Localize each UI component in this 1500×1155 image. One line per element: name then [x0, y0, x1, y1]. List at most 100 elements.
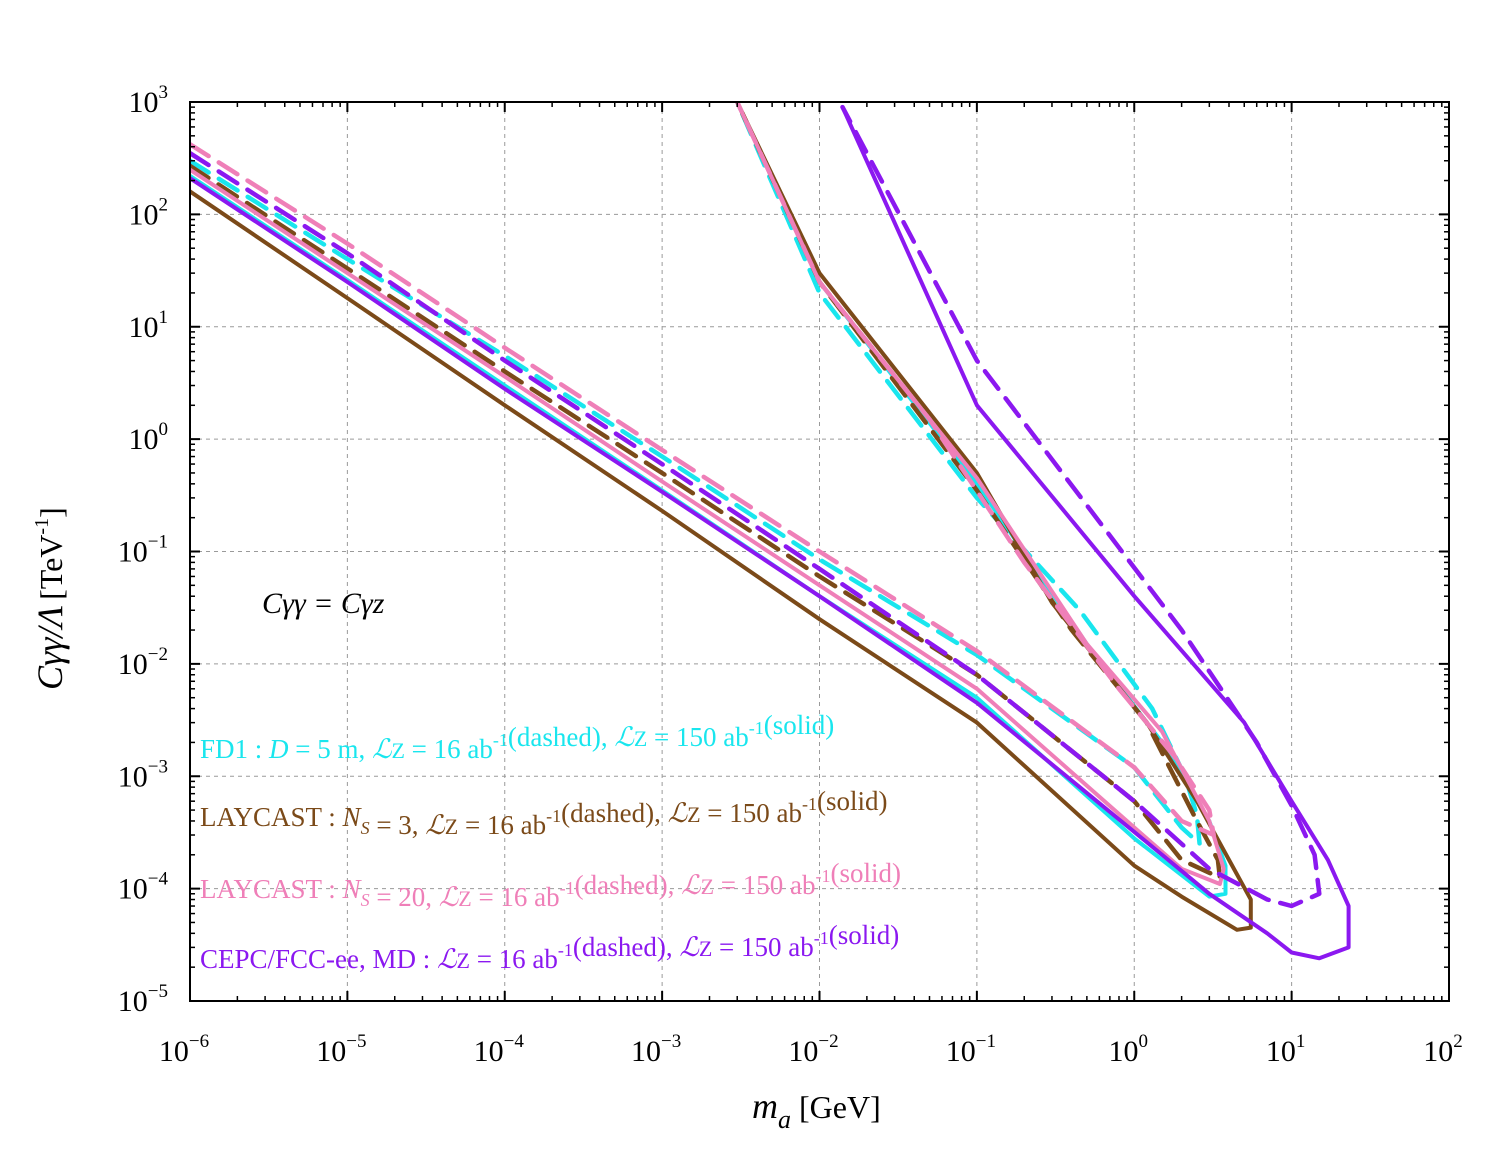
x-tick-base: 10 [1266, 1035, 1296, 1068]
x-tick-exponent: −1 [976, 1031, 996, 1052]
x-tick-exponent: 0 [1139, 1031, 1149, 1052]
legend-text-part: LAYCAST : [200, 802, 343, 832]
y-tick-label: 10−1 [118, 532, 168, 569]
y-tick-label: 102 [129, 194, 169, 231]
legend-text-part: = 20, [370, 882, 439, 912]
legend-text-part: ℒ [437, 944, 457, 974]
legend-text-part: D [268, 734, 289, 764]
y-tick-exponent: 2 [159, 194, 169, 215]
x-axis-subscript: a [778, 1105, 791, 1134]
legend-text-part: Z [699, 936, 712, 961]
y-axis-unit-close: ] [33, 507, 69, 518]
y-tick-label: 100 [129, 419, 169, 456]
legend-entry-0: FD1 : D = 5 m, ℒZ = 16 ab-1(dashed), ℒZ … [200, 710, 834, 764]
legend-text-part: -1 [814, 928, 829, 948]
x-tick-base: 10 [316, 1035, 346, 1068]
legend-text-part: -1 [546, 806, 561, 826]
y-tick-exponent: −5 [148, 981, 168, 1002]
x-tick-label: 100 [1109, 1031, 1149, 1068]
legend-text-part: N [342, 874, 363, 904]
legend-text-part: (solid) [829, 920, 900, 950]
legend-text-part: = 16 ab [458, 810, 546, 840]
y-tick-label: 10−3 [118, 756, 168, 793]
x-axis-symbol: m [752, 1086, 778, 1126]
legend-text-part: Z [445, 814, 458, 839]
x-tick-label: 10−2 [788, 1031, 838, 1068]
y-axis-unit: [TeV [33, 535, 69, 600]
legend-text-part: ℒ [372, 734, 392, 764]
y-tick-base: 10 [129, 86, 159, 119]
y-axis-unit-sup: -1 [31, 518, 53, 535]
legend-text-part: ℒ [425, 810, 445, 840]
y-tick-label: 10−4 [118, 869, 169, 906]
legend-text-part: = 16 ab [472, 882, 560, 912]
y-tick-exponent: 0 [159, 419, 169, 440]
series-6-dashed-line [190, 104, 1322, 909]
y-tick-base: 10 [129, 198, 159, 231]
y-tick-exponent: 3 [159, 82, 169, 103]
legend-entry-2: LAYCAST : NS = 20, ℒZ = 16 ab-1(dashed),… [200, 858, 901, 912]
y-tick-base: 10 [118, 760, 148, 793]
ticks [189, 101, 1450, 1002]
legend-text-part: ℒ [681, 870, 701, 900]
x-tick-label: 10−3 [631, 1031, 681, 1068]
legend-text-part: CEPC/FCC-ee, MD : [200, 944, 437, 974]
x-axis-unit: [GeV] [799, 1089, 881, 1125]
x-tick-label: 102 [1423, 1031, 1463, 1068]
legend-text-part: = 16 ab [405, 734, 493, 764]
legend-text-part: -1 [802, 794, 817, 814]
legend-text-part: Z [701, 874, 714, 899]
legend-text-part: (solid) [831, 858, 902, 888]
x-tick-base: 10 [1109, 1035, 1139, 1068]
legend-text-part: = 3, [370, 810, 426, 840]
annotation-coupling: Cγγ = Cγz [262, 587, 385, 620]
legend-text-part: ℒ [614, 722, 634, 752]
series-5-solid-line [190, 102, 1226, 886]
legend-text-part: Z [634, 726, 647, 751]
y-tick-exponent: −1 [148, 532, 168, 553]
legend-text-part: (dashed), [575, 870, 681, 900]
legend-text-part: -1 [560, 878, 575, 898]
x-tick-exponent: 2 [1453, 1031, 1463, 1052]
y-tick-base: 10 [129, 311, 159, 344]
y-tick-base: 10 [118, 536, 148, 569]
x-tick-exponent: −5 [346, 1031, 366, 1052]
x-tick-exponent: −6 [189, 1031, 209, 1052]
legend-text-part: = 150 ab [714, 870, 815, 900]
series-group [190, 102, 1351, 961]
x-tick-base: 10 [159, 1035, 189, 1068]
x-tick-exponent: −2 [818, 1031, 838, 1052]
y-tick-exponent: −4 [148, 869, 169, 890]
legend-text-part: -1 [558, 940, 573, 960]
y-axis-title: Cγγ/Λ [TeV-1] [30, 507, 70, 690]
y-tick-base: 10 [129, 423, 159, 456]
legend-text-part: (dashed), [508, 722, 614, 752]
x-tick-label: 10−5 [316, 1031, 366, 1068]
legend-text-part: = 150 ab [647, 722, 748, 752]
tick-labels: 10−6 10−5 10−4 10−3 10−2 10−1 100 101 10210−510−… [118, 82, 1463, 1068]
x-tick-base: 10 [474, 1035, 504, 1068]
y-tick-base: 10 [118, 873, 148, 906]
y-tick-label: 10−2 [118, 644, 168, 681]
legend-text-part: (solid) [764, 710, 835, 740]
x-tick-label: 101 [1266, 1031, 1306, 1068]
x-tick-exponent: −4 [504, 1031, 525, 1052]
legend-entry-3: CEPC/FCC-ee, MD : ℒZ = 16 ab-1(dashed), … [200, 920, 899, 974]
y-axis-symbol: Cγγ/Λ [30, 606, 70, 690]
legend-text-part: (solid) [817, 786, 888, 816]
x-tick-base: 10 [1423, 1035, 1453, 1068]
legend-text-part: = 16 ab [470, 944, 558, 974]
x-axis-title: ma [GeV] [752, 1086, 881, 1134]
legend-entry-1: LAYCAST : NS = 3, ℒZ = 16 ab-1(dashed), … [200, 786, 888, 840]
legend: FD1 : D = 5 m, ℒZ = 16 ab-1(dashed), ℒZ … [200, 710, 901, 974]
legend-text-part: ℒ [679, 932, 699, 962]
legend-text-part: = 150 ab [701, 798, 802, 828]
x-tick-label: 10−4 [474, 1031, 525, 1068]
legend-text-part: N [342, 802, 363, 832]
legend-text-part: -1 [749, 718, 764, 738]
x-tick-exponent: −3 [661, 1031, 681, 1052]
legend-text-part: LAYCAST : [200, 874, 343, 904]
legend-text-part: -1 [816, 866, 831, 886]
x-tick-label: 10−1 [946, 1031, 996, 1068]
